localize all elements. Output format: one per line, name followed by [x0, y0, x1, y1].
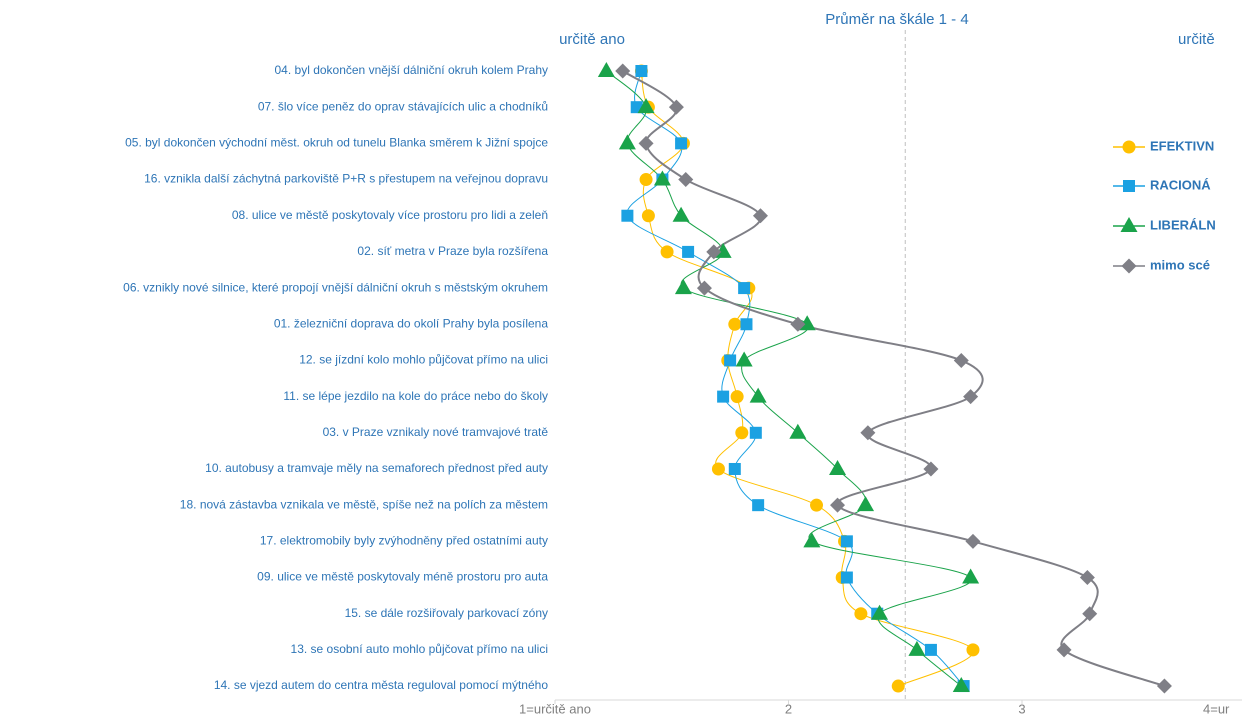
point — [724, 354, 737, 367]
point — [953, 352, 969, 368]
legend-marker — [1120, 217, 1138, 232]
point — [597, 62, 615, 77]
point — [637, 98, 655, 114]
point — [965, 533, 981, 549]
point — [674, 279, 692, 295]
series-line — [622, 70, 1165, 688]
legend-label: LIBERÁLN — [1150, 217, 1216, 232]
category-label: 08. ulice ve městě poskytovaly více pros… — [232, 208, 548, 222]
point — [830, 497, 846, 513]
point — [790, 316, 806, 332]
category-label: 07. šlo více peněz do oprav stávajících … — [258, 99, 548, 113]
category-label: 18. nová zástavba vznikala ve městě, spí… — [180, 497, 548, 511]
point — [854, 607, 868, 621]
point — [1156, 678, 1172, 694]
point — [728, 317, 742, 331]
point — [696, 280, 712, 296]
point — [924, 643, 937, 656]
point — [653, 170, 671, 186]
point — [706, 244, 722, 260]
point — [635, 65, 648, 77]
point — [840, 571, 853, 584]
category-label: 17. elektromobily byly zvýhodněny před o… — [260, 534, 548, 548]
point — [789, 423, 807, 439]
category-label: 09. ulice ve městě poskytovaly méně pros… — [257, 570, 548, 584]
point — [682, 245, 695, 258]
point — [829, 459, 847, 475]
legend-marker — [1121, 258, 1137, 274]
point — [752, 499, 765, 512]
category-label: 16. vznikla další záchytná parkoviště P+… — [144, 172, 548, 186]
point — [711, 462, 725, 476]
category-label: 02. síť metra v Praze byla rozšířena — [357, 244, 548, 258]
series-line — [640, 70, 974, 687]
point — [1056, 642, 1072, 658]
point — [963, 389, 979, 405]
point — [962, 568, 980, 584]
category-label: 10. autobusy a tramvaje měly na semafore… — [205, 461, 548, 475]
point — [740, 318, 753, 331]
legend-label: EFEKTIVN — [1150, 138, 1214, 153]
point — [749, 387, 767, 403]
category-label: 14. se vjezd autem do centra města regul… — [214, 678, 549, 692]
x-tick-label: 1=určitě ano — [519, 701, 591, 716]
category-label: 04. byl dokončen vnější dálniční okruh k… — [275, 63, 549, 77]
category-label: 06. vznikly nové silnice, které propojí … — [123, 280, 548, 294]
point — [738, 282, 751, 295]
point — [803, 532, 821, 548]
category-label: 13. se osobní auto mohlo půjčovat přímo … — [291, 642, 548, 656]
point — [660, 245, 674, 259]
legend-label: mimo scé — [1150, 257, 1210, 272]
point — [735, 351, 753, 367]
point — [678, 172, 694, 188]
point — [735, 426, 749, 440]
category-label: 05. byl dokončen východní měst. okruh od… — [125, 136, 548, 150]
point — [952, 677, 970, 693]
legend-label: RACIONÁ — [1150, 177, 1211, 192]
point — [675, 137, 688, 150]
point — [749, 426, 762, 439]
legend-marker — [1123, 180, 1135, 192]
left-label: určitě ano — [559, 31, 625, 48]
category-label: 03. v Praze vznikaly nové tramvajové tra… — [323, 425, 549, 439]
point — [966, 643, 980, 657]
x-tick-label: 3 — [1018, 701, 1025, 716]
point — [618, 134, 636, 150]
point — [621, 209, 634, 222]
point — [840, 535, 853, 548]
point — [908, 640, 926, 656]
category-label: 01. železniční doprava do okolí Prahy by… — [274, 316, 548, 330]
point — [672, 206, 690, 222]
point — [871, 604, 889, 620]
point — [717, 390, 730, 403]
point — [615, 63, 631, 79]
x-tick-label: 4=ur — [1203, 701, 1230, 716]
point — [860, 425, 876, 441]
point — [730, 390, 744, 404]
point — [1082, 606, 1098, 622]
point — [810, 498, 824, 512]
x-tick-label: 2 — [785, 701, 792, 716]
point — [857, 496, 875, 512]
chart-title: Průměr na škále 1 - 4 — [825, 11, 968, 28]
category-label: 15. se dále rozšiřovaly parkovací zóny — [345, 606, 548, 620]
point — [752, 208, 768, 224]
point — [891, 679, 905, 693]
point — [1079, 570, 1095, 586]
series-line — [626, 70, 964, 687]
category-label: 11. se lépe jezdilo na kole do práce neb… — [283, 389, 548, 403]
point — [638, 135, 654, 151]
point — [923, 461, 939, 477]
category-label: 12. se jízdní kolo mohlo půjčovat přímo … — [299, 353, 548, 367]
point — [639, 173, 653, 187]
legend-marker — [1122, 140, 1136, 154]
point — [668, 99, 684, 115]
point — [641, 209, 655, 223]
right-label: určitě — [1178, 31, 1215, 48]
point — [728, 462, 741, 475]
